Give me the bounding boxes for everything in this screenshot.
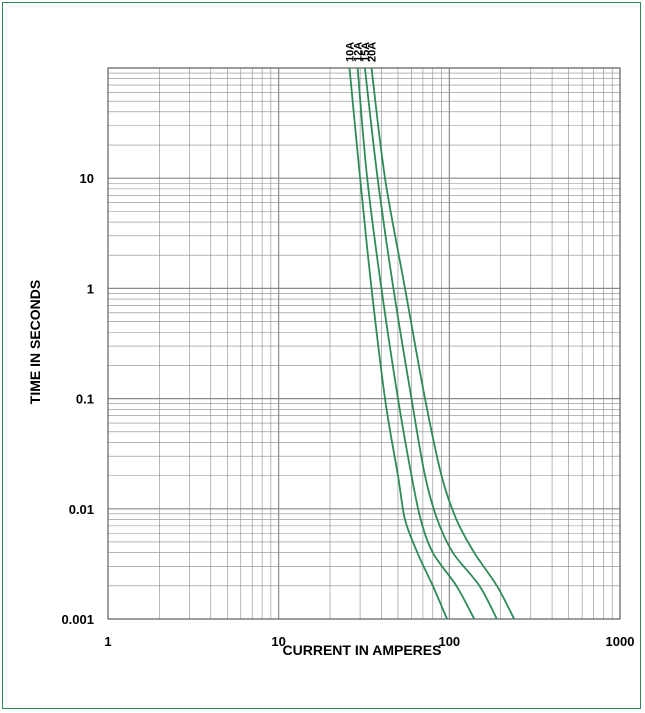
curve-10a	[348, 67, 448, 620]
series-label-20a: 20A	[367, 42, 379, 62]
curves	[348, 67, 515, 620]
plot-border	[107, 67, 621, 620]
x-tick-label: 100	[438, 634, 460, 649]
y-tick-label: 0.1	[76, 392, 94, 407]
curve-12a	[356, 67, 476, 620]
x-tick-label: 1000	[606, 634, 635, 649]
y-tick-label: 1	[87, 281, 94, 296]
series-label-15a: 15A	[360, 42, 372, 62]
curve-15a	[364, 67, 498, 620]
x-tick-label: 10	[271, 634, 285, 649]
y-tick-label: 0.001	[61, 612, 94, 627]
series-label-10a: 10A	[345, 42, 357, 62]
y-tick-label: 0.01	[69, 502, 94, 517]
y-axis-label: TIME IN SECONDS	[27, 280, 43, 404]
series-label-12a: 12A	[353, 42, 365, 62]
x-axis-label: CURRENT IN AMPERES	[283, 642, 442, 658]
grid	[107, 67, 621, 620]
x-tick-label: 1	[104, 634, 111, 649]
curve-20a	[370, 67, 515, 620]
y-tick-label: 10	[80, 171, 94, 186]
